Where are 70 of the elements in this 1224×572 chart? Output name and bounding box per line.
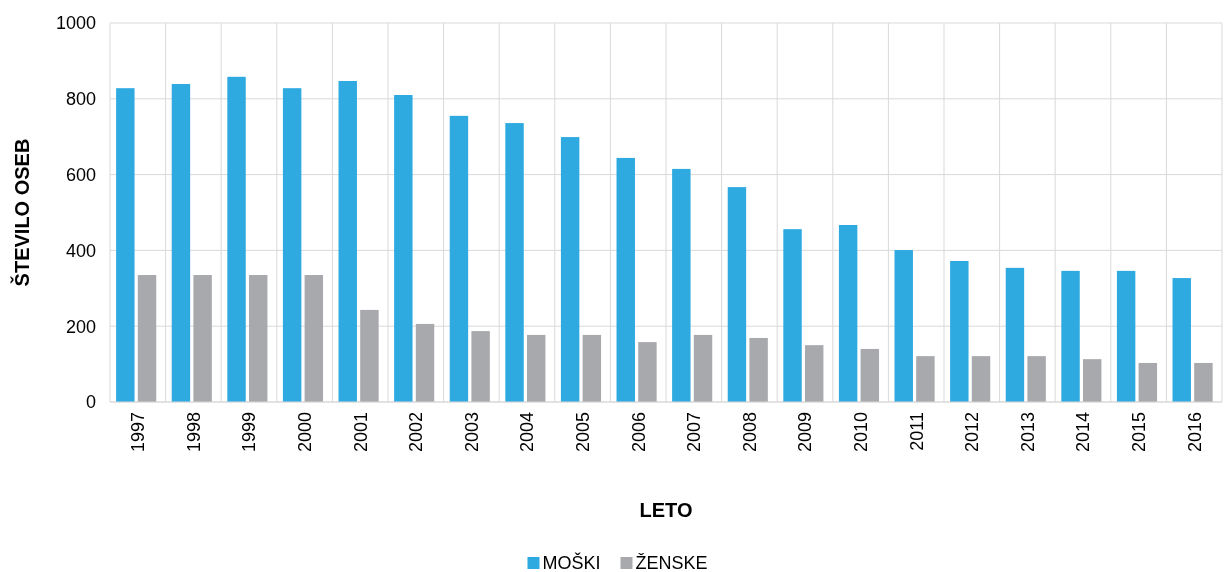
x-tick-label: 1998 [183, 412, 204, 453]
bar [1005, 267, 1025, 402]
bar [672, 168, 691, 402]
bar [805, 345, 824, 402]
bar [616, 157, 635, 402]
y-tick-label: 800 [65, 89, 96, 110]
bar [783, 229, 802, 402]
bar [749, 337, 768, 402]
bar [227, 76, 246, 402]
bar [638, 342, 657, 402]
bar [1138, 362, 1158, 402]
x-tick-label: 2002 [406, 412, 427, 453]
bar [838, 225, 858, 402]
y-tick-label: 0 [85, 392, 96, 413]
bar [137, 275, 157, 402]
bar [693, 334, 713, 402]
x-tick-label: 2006 [628, 412, 649, 453]
x-tick-label: 2003 [461, 412, 482, 453]
y-tick-label: 600 [65, 164, 96, 185]
x-tick-label: 2001 [350, 412, 371, 453]
bar [971, 356, 991, 402]
bar [1027, 356, 1046, 402]
bar [360, 309, 379, 402]
x-tick-label: 2015 [1128, 412, 1149, 453]
bar [338, 80, 357, 402]
x-tick-label: 2014 [1073, 412, 1094, 453]
bar [950, 261, 969, 402]
bar [527, 334, 546, 402]
bar [394, 95, 413, 402]
bar [471, 331, 490, 402]
bar [171, 84, 191, 402]
x-tick-label: 2007 [684, 412, 705, 453]
bar [304, 275, 324, 402]
bar [415, 323, 435, 402]
x-tick-label: 2011 [906, 412, 927, 451]
bar [116, 88, 135, 402]
bar [560, 137, 580, 402]
bar [449, 115, 469, 402]
bar [894, 250, 913, 402]
x-tick-label: 2013 [1017, 412, 1038, 453]
bar [282, 88, 302, 402]
x-tick-label: 2004 [517, 412, 538, 453]
bar [860, 348, 880, 402]
x-tick-label: 2008 [739, 412, 760, 453]
y-tick-label: 200 [65, 316, 96, 337]
x-tick-label: 2005 [572, 412, 593, 453]
bar [727, 187, 747, 402]
x-tick-label: 1999 [239, 412, 260, 453]
y-tick-label: 1000 [55, 13, 96, 34]
bar [1116, 270, 1136, 402]
bar [1194, 362, 1213, 402]
bar [582, 334, 602, 402]
bar [1083, 359, 1102, 402]
legend-label: MOŠKI [542, 552, 601, 572]
bar [1061, 270, 1080, 402]
x-tick-label: 2009 [795, 412, 816, 453]
x-axis-title: LETO [639, 499, 693, 521]
bar [916, 356, 935, 402]
x-tick-label: 2010 [850, 412, 871, 453]
y-axis-title: ŠTEVILO OSEB [10, 138, 33, 287]
bar [193, 275, 212, 402]
x-tick-label: 2016 [1184, 412, 1205, 453]
x-tick-label: 1997 [128, 412, 149, 453]
bar [505, 123, 524, 402]
x-tick-label: 2000 [294, 412, 315, 453]
x-tick-label: 2012 [962, 412, 983, 453]
bar [249, 275, 268, 402]
legend-label: ŽENSKE [635, 553, 708, 572]
y-tick-label: 400 [65, 240, 96, 261]
bar [1172, 278, 1191, 402]
